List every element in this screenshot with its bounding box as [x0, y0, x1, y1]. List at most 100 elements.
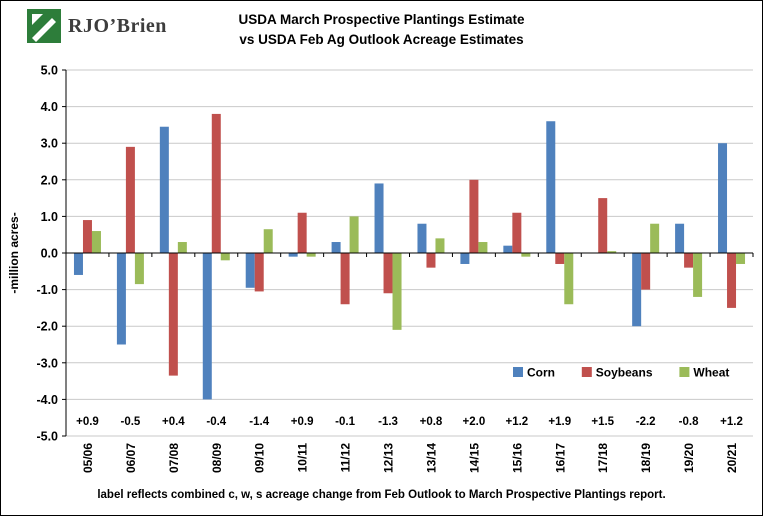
bar-soybeans-17/18 — [598, 198, 608, 253]
sum-label: +2.0 — [463, 416, 486, 428]
y-tick-label: -1.0 — [36, 283, 58, 297]
bar-soybeans-16/17 — [555, 253, 565, 264]
chart-title-line1: USDA March Prospective Plantings Estimat… — [238, 12, 525, 27]
bar-wheat-11/12 — [349, 216, 359, 253]
bar-corn-20/21 — [718, 143, 728, 253]
legend-swatch-corn — [513, 367, 523, 377]
bar-soybeans-08/09 — [211, 113, 221, 253]
y-tick-label: -2.0 — [36, 320, 58, 334]
x-tick-label: 18/19 — [639, 443, 653, 473]
bar-soybeans-13/14 — [426, 253, 436, 268]
bar-soybeans-06/07 — [125, 146, 135, 253]
bar-corn-11/12 — [331, 242, 341, 253]
legend-swatch-soybeans — [581, 367, 592, 377]
x-tick-label: 11/12 — [339, 443, 353, 473]
y-tick-label: 2.0 — [41, 173, 58, 187]
y-tick-label: -5.0 — [36, 430, 58, 444]
y-tick-label: 5.0 — [41, 64, 58, 78]
rjobrien-logo: RJO’Brien — [27, 9, 167, 43]
bar-corn-14/15 — [460, 253, 470, 264]
bar-wheat-08/09 — [220, 253, 230, 261]
sum-label: +0.8 — [420, 416, 443, 428]
sum-label: +1.9 — [548, 416, 571, 428]
bar-corn-08/09 — [202, 253, 212, 400]
x-tick-label: 08/09 — [210, 443, 224, 473]
sum-label: -2.2 — [636, 416, 656, 428]
sum-label: +1.2 — [720, 416, 743, 428]
sum-label: -1.4 — [249, 416, 269, 428]
bar-wheat-12/13 — [392, 253, 402, 330]
chart-title-line2: vs USDA Feb Ag Outlook Acreage Estimates — [239, 32, 524, 48]
legend-label-soybeans: Soybeans — [596, 366, 653, 380]
bar-wheat-14/15 — [478, 242, 488, 253]
sum-label: +1.5 — [591, 416, 614, 428]
x-tick-label: 10/11 — [296, 443, 310, 473]
sum-label: -1.3 — [378, 416, 398, 428]
bar-wheat-17/18 — [607, 251, 617, 253]
bar-soybeans-14/15 — [469, 179, 479, 253]
bar-corn-09/10 — [245, 253, 255, 288]
x-tick-label: 16/17 — [553, 443, 567, 473]
y-tick-label: 1.0 — [41, 210, 58, 224]
legend-label-wheat: Wheat — [693, 366, 729, 380]
y-tick-label: 0.0 — [41, 247, 58, 261]
rjobrien-logo-icon — [27, 9, 61, 43]
bar-corn-07/08 — [159, 126, 169, 253]
x-tick-label: 05/06 — [81, 443, 95, 473]
x-tick-label: 09/10 — [253, 443, 267, 473]
x-tick-label: 17/18 — [596, 443, 610, 473]
bar-corn-13/14 — [417, 223, 427, 253]
bar-corn-16/17 — [546, 121, 556, 254]
x-tick-label: 07/08 — [167, 443, 181, 473]
bar-wheat-20/21 — [736, 253, 746, 264]
bar-corn-10/11 — [288, 253, 298, 257]
bar-corn-12/13 — [374, 183, 384, 253]
x-tick-label: 19/20 — [682, 443, 696, 473]
bar-soybeans-18/19 — [641, 253, 651, 290]
sum-label: -0.8 — [679, 416, 699, 428]
x-tick-label: 06/07 — [124, 443, 138, 473]
bar-wheat-16/17 — [564, 253, 574, 305]
bar-soybeans-11/12 — [340, 253, 350, 305]
bar-soybeans-12/13 — [383, 253, 393, 294]
bar-soybeans-20/21 — [727, 253, 737, 308]
bar-soybeans-07/08 — [168, 253, 178, 376]
bar-wheat-15/16 — [521, 253, 531, 257]
y-axis-title: -million acres- — [7, 212, 21, 293]
bar-corn-19/20 — [675, 223, 685, 253]
y-tick-label: 3.0 — [41, 137, 58, 151]
bar-wheat-06/07 — [134, 253, 144, 285]
bar-corn-06/07 — [116, 253, 126, 345]
bar-wheat-05/06 — [91, 231, 101, 253]
bar-corn-05/06 — [73, 253, 83, 275]
legend-swatch-wheat — [679, 367, 690, 377]
sum-label: +0.9 — [76, 416, 99, 428]
bar-soybeans-09/10 — [254, 253, 264, 292]
bar-wheat-07/08 — [177, 242, 187, 253]
legend-label-corn: Corn — [527, 366, 555, 380]
bar-soybeans-10/11 — [297, 212, 307, 253]
x-tick-label: 15/16 — [510, 443, 524, 473]
logo-text: RJO’Brien — [68, 14, 167, 37]
bar-soybeans-19/20 — [684, 253, 694, 268]
sum-label: +0.9 — [291, 416, 314, 428]
bar-corn-15/16 — [503, 245, 513, 253]
sum-label: -0.4 — [206, 416, 226, 428]
sum-label: +1.2 — [505, 416, 528, 428]
chart-title: USDA March Prospective Plantings Estimat… — [1, 10, 762, 51]
bar-wheat-19/20 — [693, 253, 703, 297]
bar-wheat-09/10 — [263, 229, 273, 253]
bar-soybeans-15/16 — [512, 212, 522, 253]
y-tick-label: 4.0 — [41, 100, 58, 114]
sum-label: -0.1 — [335, 416, 355, 428]
sum-label: -0.5 — [120, 416, 140, 428]
x-tick-label: 13/14 — [424, 443, 438, 473]
bar-wheat-10/11 — [306, 253, 316, 257]
bar-wheat-18/19 — [650, 223, 660, 253]
x-tick-label: 20/21 — [725, 443, 739, 473]
y-tick-label: -3.0 — [36, 356, 58, 370]
footnote: label reflects combined c, w, s acreage … — [97, 489, 666, 501]
x-tick-label: 14/15 — [467, 443, 481, 473]
